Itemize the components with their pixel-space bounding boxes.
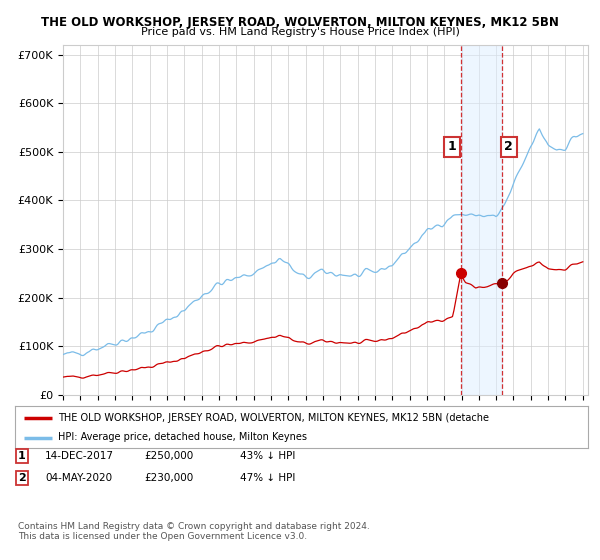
- Text: £250,000: £250,000: [144, 451, 193, 461]
- Text: 47% ↓ HPI: 47% ↓ HPI: [240, 473, 295, 483]
- Text: 14-DEC-2017: 14-DEC-2017: [45, 451, 114, 461]
- Text: 2: 2: [18, 473, 26, 483]
- Text: THE OLD WORKSHOP, JERSEY ROAD, WOLVERTON, MILTON KEYNES, MK12 5BN (detache: THE OLD WORKSHOP, JERSEY ROAD, WOLVERTON…: [58, 413, 489, 423]
- Text: Price paid vs. HM Land Registry's House Price Index (HPI): Price paid vs. HM Land Registry's House …: [140, 27, 460, 37]
- Text: 04-MAY-2020: 04-MAY-2020: [45, 473, 112, 483]
- Text: 1: 1: [18, 451, 26, 461]
- Text: THE OLD WORKSHOP, JERSEY ROAD, WOLVERTON, MILTON KEYNES, MK12 5BN: THE OLD WORKSHOP, JERSEY ROAD, WOLVERTON…: [41, 16, 559, 29]
- Bar: [461, 45, 502, 395]
- Text: 43% ↓ HPI: 43% ↓ HPI: [240, 451, 295, 461]
- Text: £230,000: £230,000: [144, 473, 193, 483]
- Text: Contains HM Land Registry data © Crown copyright and database right 2024.
This d: Contains HM Land Registry data © Crown c…: [18, 522, 370, 542]
- Text: 1: 1: [448, 141, 457, 153]
- Text: HPI: Average price, detached house, Milton Keynes: HPI: Average price, detached house, Milt…: [58, 432, 307, 442]
- Text: 2: 2: [505, 141, 513, 153]
